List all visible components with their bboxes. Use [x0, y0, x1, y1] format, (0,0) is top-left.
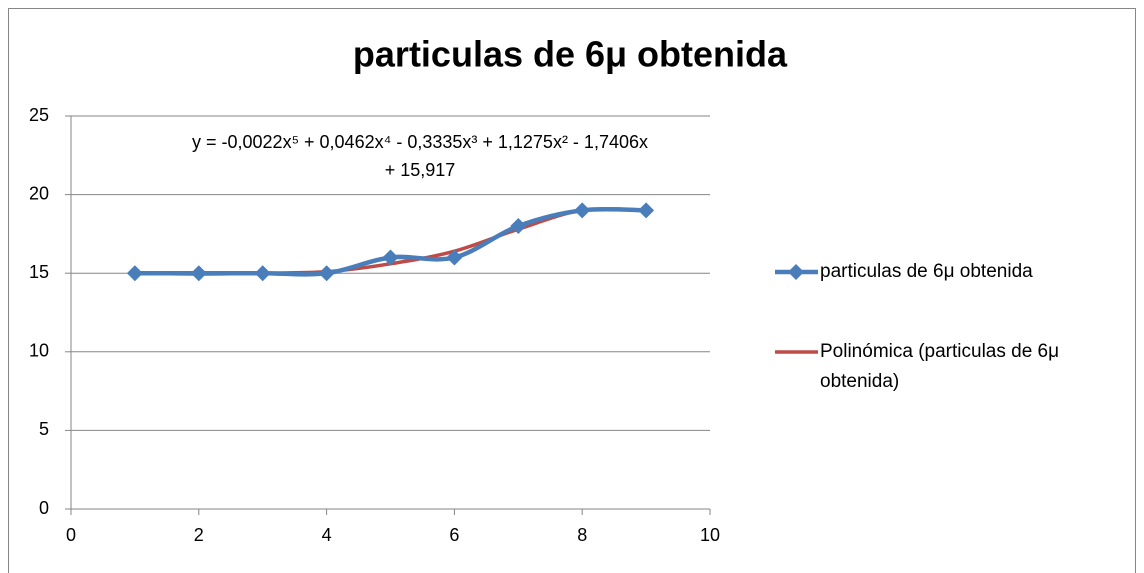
chart-title: particulas de 6μ obtenida	[353, 34, 788, 75]
legend-marker	[788, 264, 804, 280]
x-tick-label: 8	[577, 525, 587, 545]
data-point	[254, 265, 271, 282]
legend-label: particulas de 6μ obtenida	[820, 261, 1033, 282]
data-point	[318, 265, 335, 282]
chart-border	[8, 8, 1136, 573]
x-tick-label: 10	[700, 525, 720, 545]
data-point	[190, 265, 207, 282]
y-tick-label: 20	[29, 183, 49, 203]
x-tick-label: 2	[194, 525, 204, 545]
data-point	[574, 202, 591, 219]
trendline-equation: y = -0,0022x⁵ + 0,0462x⁴ - 0,3335x³ + 1,…	[192, 132, 648, 152]
data-point	[638, 202, 655, 219]
y-tick-label: 0	[39, 498, 49, 518]
y-tick-label: 25	[29, 105, 49, 125]
x-tick-label: 4	[322, 525, 332, 545]
x-tick-label: 0	[66, 525, 76, 545]
data-point	[510, 218, 527, 235]
data-point	[382, 249, 399, 266]
data-point	[446, 249, 463, 266]
y-tick-label: 10	[29, 341, 49, 361]
y-tick-label: 15	[29, 262, 49, 282]
y-tick-label: 5	[39, 419, 49, 439]
data-point	[126, 265, 143, 282]
x-tick-label: 6	[449, 525, 459, 545]
trendline-equation: + 15,917	[385, 160, 456, 180]
legend-label: Polinómica (particulas de 6μ obtenida)	[820, 341, 1060, 392]
